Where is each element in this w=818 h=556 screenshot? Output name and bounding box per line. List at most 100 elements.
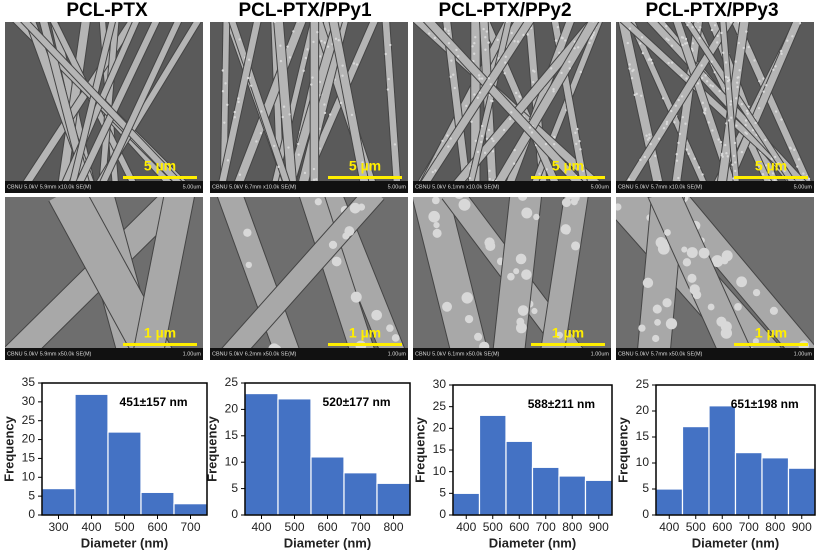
particle xyxy=(658,138,660,140)
particle xyxy=(545,143,547,145)
particle xyxy=(671,61,673,63)
particle xyxy=(484,36,486,38)
particle xyxy=(631,77,633,79)
particle xyxy=(735,97,737,99)
particle xyxy=(289,56,291,58)
particle xyxy=(223,121,225,123)
particle xyxy=(663,127,665,129)
y-axis-label: Frequency xyxy=(615,416,630,483)
sem-info: CBNU 5.0kV 5.7mm x50.0k SE(M) xyxy=(618,351,703,357)
bar xyxy=(377,483,410,515)
particle xyxy=(288,113,290,115)
particle xyxy=(717,138,719,140)
sem-info: CBNU 5.0kV 6.1mm x50.0k SE(M) xyxy=(415,351,500,357)
particle xyxy=(470,121,472,123)
particle xyxy=(513,149,515,151)
particle xyxy=(687,274,696,283)
particle xyxy=(492,140,494,142)
particle xyxy=(642,52,644,54)
particle xyxy=(469,177,471,179)
particle xyxy=(622,16,624,18)
particle xyxy=(462,292,473,303)
particle xyxy=(689,284,699,294)
particle xyxy=(250,84,252,86)
particle xyxy=(628,67,630,69)
particle xyxy=(722,156,724,158)
particle xyxy=(442,302,452,312)
particle xyxy=(292,30,294,32)
y-tick-label: 25 xyxy=(433,399,447,413)
y-axis-label: Frequency xyxy=(1,415,16,482)
particle xyxy=(758,107,760,109)
particle xyxy=(720,141,722,143)
x-tick-label: 700 xyxy=(350,520,370,534)
particle xyxy=(727,155,729,157)
particle xyxy=(741,151,743,153)
particle xyxy=(708,121,710,123)
particle xyxy=(450,59,452,61)
particle xyxy=(671,45,673,47)
y-tick-label: 20 xyxy=(22,432,36,446)
particle xyxy=(703,111,705,113)
particle xyxy=(441,140,443,142)
sem-info-scale: 5.00um xyxy=(591,184,610,190)
particle xyxy=(780,118,782,120)
particle xyxy=(645,135,647,137)
particle xyxy=(789,147,791,149)
particle xyxy=(691,26,693,28)
particle xyxy=(234,111,236,113)
particle xyxy=(793,149,795,151)
x-tick-label: 500 xyxy=(114,520,134,534)
particle xyxy=(744,124,746,126)
y-tick-label: 20 xyxy=(225,402,239,416)
particle xyxy=(320,40,322,42)
particle xyxy=(693,158,695,160)
particle xyxy=(310,83,312,85)
y-tick-label: 10 xyxy=(225,454,239,468)
x-tick-label: 700 xyxy=(739,520,759,534)
y-tick-label: 25 xyxy=(636,377,650,391)
particle xyxy=(410,17,412,19)
particle xyxy=(775,110,777,112)
particle xyxy=(738,42,740,44)
particle xyxy=(478,77,480,79)
particle xyxy=(644,156,646,158)
particle xyxy=(688,21,690,23)
particle xyxy=(503,129,505,131)
particle xyxy=(459,199,471,211)
x-tick-label: 300 xyxy=(48,520,68,534)
bar xyxy=(278,399,311,515)
particle xyxy=(802,172,804,174)
particle xyxy=(481,77,483,79)
particle xyxy=(683,258,691,266)
particle xyxy=(725,76,727,78)
sem-info: CBNU 5.0kV 6.2mm x50.0k SE(M) xyxy=(212,351,297,357)
scale-bar xyxy=(123,176,197,179)
particle xyxy=(578,140,580,142)
particle xyxy=(736,81,738,83)
particle xyxy=(676,153,678,155)
particle xyxy=(628,178,630,180)
particle xyxy=(639,159,641,161)
particle xyxy=(527,33,529,35)
bar xyxy=(108,432,141,515)
sem-info: CBNU 5.0kV 6.1mm x10.0k SE(M) xyxy=(415,184,500,190)
particle xyxy=(724,144,726,146)
particle xyxy=(465,105,467,107)
particle xyxy=(786,40,788,42)
sem-info: CBNU 5.0kV 5.7mm x10.0k SE(M) xyxy=(618,184,703,190)
sem-info: CBNU 5.0kV 5.9mm x10.0k SE(M) xyxy=(7,184,92,190)
bar xyxy=(709,406,736,515)
particle xyxy=(721,153,723,155)
particle xyxy=(699,26,701,28)
x-tick-label: 400 xyxy=(251,520,271,534)
particle xyxy=(227,159,229,161)
scale-bar xyxy=(531,343,605,346)
particle xyxy=(516,254,527,265)
particle xyxy=(224,82,226,84)
particle xyxy=(237,101,239,103)
particle xyxy=(434,37,436,39)
particle xyxy=(222,90,224,92)
particle xyxy=(387,88,389,90)
particle xyxy=(277,166,279,168)
